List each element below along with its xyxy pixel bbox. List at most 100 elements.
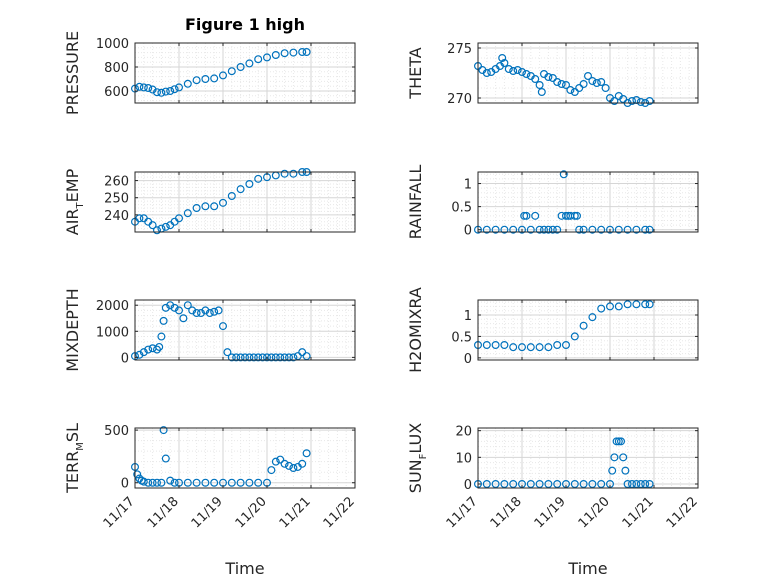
data-point [601,83,610,92]
data-point [509,343,518,352]
data-point [513,65,522,74]
data-point [579,79,588,88]
grid [134,299,356,360]
panel-rainfall: 0 0.5 1 RAINFALL [406,165,699,239]
data-point [245,180,254,189]
data-point [280,169,289,178]
data-point [263,353,272,362]
data-point [592,78,601,87]
x-tick-label: 11/20 [233,494,270,531]
data-point [526,343,535,352]
data-point [135,82,144,91]
data-point [561,80,570,89]
data-point [632,480,641,489]
data-point [139,83,148,92]
data-point [183,209,192,218]
x-tick-label: 11/22 [321,494,358,531]
data-point [227,67,236,76]
data-point [491,341,500,350]
data-point [201,306,210,315]
data-point [254,55,263,64]
data-point [302,352,311,361]
data-point [289,353,298,362]
axes-box [134,427,356,489]
data-point [271,457,280,466]
data-point [280,459,289,468]
data-point [170,478,179,487]
data-point [166,301,175,310]
data-point [588,480,597,489]
x-axis-label-right: Time [567,559,607,578]
data-point [289,464,298,473]
y-tick-label: 1 [464,178,472,193]
y-tick-label: 800 [104,61,129,76]
data-point [498,53,507,62]
grid [134,172,356,233]
data-point [621,466,630,475]
data-point [575,225,584,234]
data-point [148,478,157,487]
data-point [616,437,625,446]
y-axis-label: AIRTEMP [63,168,86,235]
data-point [227,192,236,201]
data-point [517,343,526,352]
data-point [236,185,245,194]
panel-pressure: 600 800 1000 PRESSURE [63,31,356,115]
data-point [298,348,307,357]
data-point [192,478,201,487]
data-point [188,306,197,315]
data-point [500,58,509,67]
data-point [170,303,179,312]
data-point [520,211,529,220]
data-point [201,74,210,83]
x-tick-label: 11/20 [576,494,613,531]
data-point [482,480,491,489]
data-point [166,86,175,95]
data-point [271,353,280,362]
data-point [535,80,544,89]
data-point [161,222,170,231]
data-point [210,478,219,487]
data-point [553,225,562,234]
data-point [605,225,614,234]
data-point [627,480,636,489]
data-point [509,225,518,234]
grid [134,42,356,103]
data-point [298,47,307,56]
axes-box [477,427,699,489]
x-tick-label: 11/17 [101,494,138,531]
data-point [614,302,623,311]
panel-theta: 270 275 THETA [406,42,699,107]
data-point [157,88,166,97]
data-point [159,426,168,435]
data-point [192,204,201,213]
data-point [588,225,597,234]
data-point [280,353,289,362]
data-point [254,174,263,183]
data-point [155,342,164,351]
data-point [537,87,546,96]
data-point [561,341,570,350]
axes-box [134,171,356,233]
data-point [561,211,570,220]
x-tick-label: 11/18 [488,494,525,531]
y-axis-label: TERRMSL [63,423,86,494]
data-point [526,480,535,489]
data-point [500,480,509,489]
data-point [289,169,298,178]
y-tick-label: 1000 [96,37,129,52]
data-point [245,478,254,487]
data-point [227,353,236,362]
data-point [614,437,623,446]
data-point [544,343,553,352]
data-point [544,480,553,489]
data-point [153,226,162,235]
data-point [522,69,531,78]
data-point [153,345,162,354]
data-point [610,96,619,105]
data-point [566,85,575,94]
data-point [570,211,579,220]
data-point [619,94,628,103]
data-point [236,62,245,71]
